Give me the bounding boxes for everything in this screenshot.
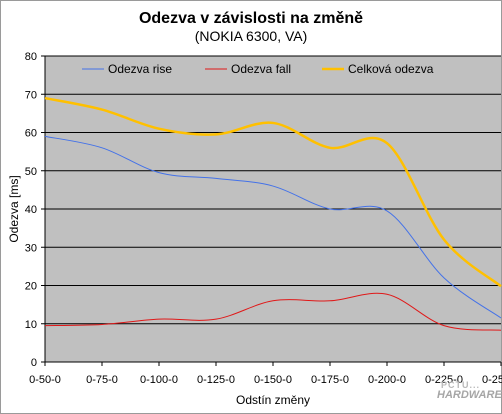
x-axis-label: Odstín změny <box>236 393 310 407</box>
series-line-2 <box>44 292 502 331</box>
x-tick-label: 0-75-0 <box>86 374 118 386</box>
y-tick-label: 70 <box>25 89 37 101</box>
x-tick-label: 0-255-0 <box>482 374 502 386</box>
y-tick-label: 80 <box>25 51 37 63</box>
y-tick-label: 40 <box>25 204 37 216</box>
legend-label: Celková odezva <box>348 62 434 76</box>
y-axis-label: Odezva [ms] <box>7 175 21 242</box>
x-tick-label: 0-150-0 <box>254 374 292 386</box>
series-line-3 <box>44 96 502 288</box>
y-tick-label: 0 <box>31 357 37 369</box>
x-tick-label: 0-100-0 <box>140 374 178 386</box>
legend-label: Odezva fall <box>231 62 291 76</box>
x-tick-label: 0-50-0 <box>29 374 61 386</box>
x-tick-label: 0-125-0 <box>197 374 235 386</box>
x-tick-label: 0-200-0 <box>368 374 406 386</box>
y-tick-label: 60 <box>25 128 37 140</box>
y-tick-label: 10 <box>25 319 37 331</box>
legend-label: Odezva rise <box>108 62 172 76</box>
x-tick-label: 0-225-0 <box>425 374 463 386</box>
y-tick-label: 20 <box>25 281 37 293</box>
x-tick-label: 0-175-0 <box>311 374 349 386</box>
y-tick-label: 50 <box>25 166 37 178</box>
chart-subtitle: (NOKIA 6300, VA) <box>194 28 308 44</box>
y-tick-label: 30 <box>25 242 37 254</box>
chart-title: Odezva v závislosti na změně <box>138 10 364 27</box>
series-line-1 <box>44 135 502 319</box>
